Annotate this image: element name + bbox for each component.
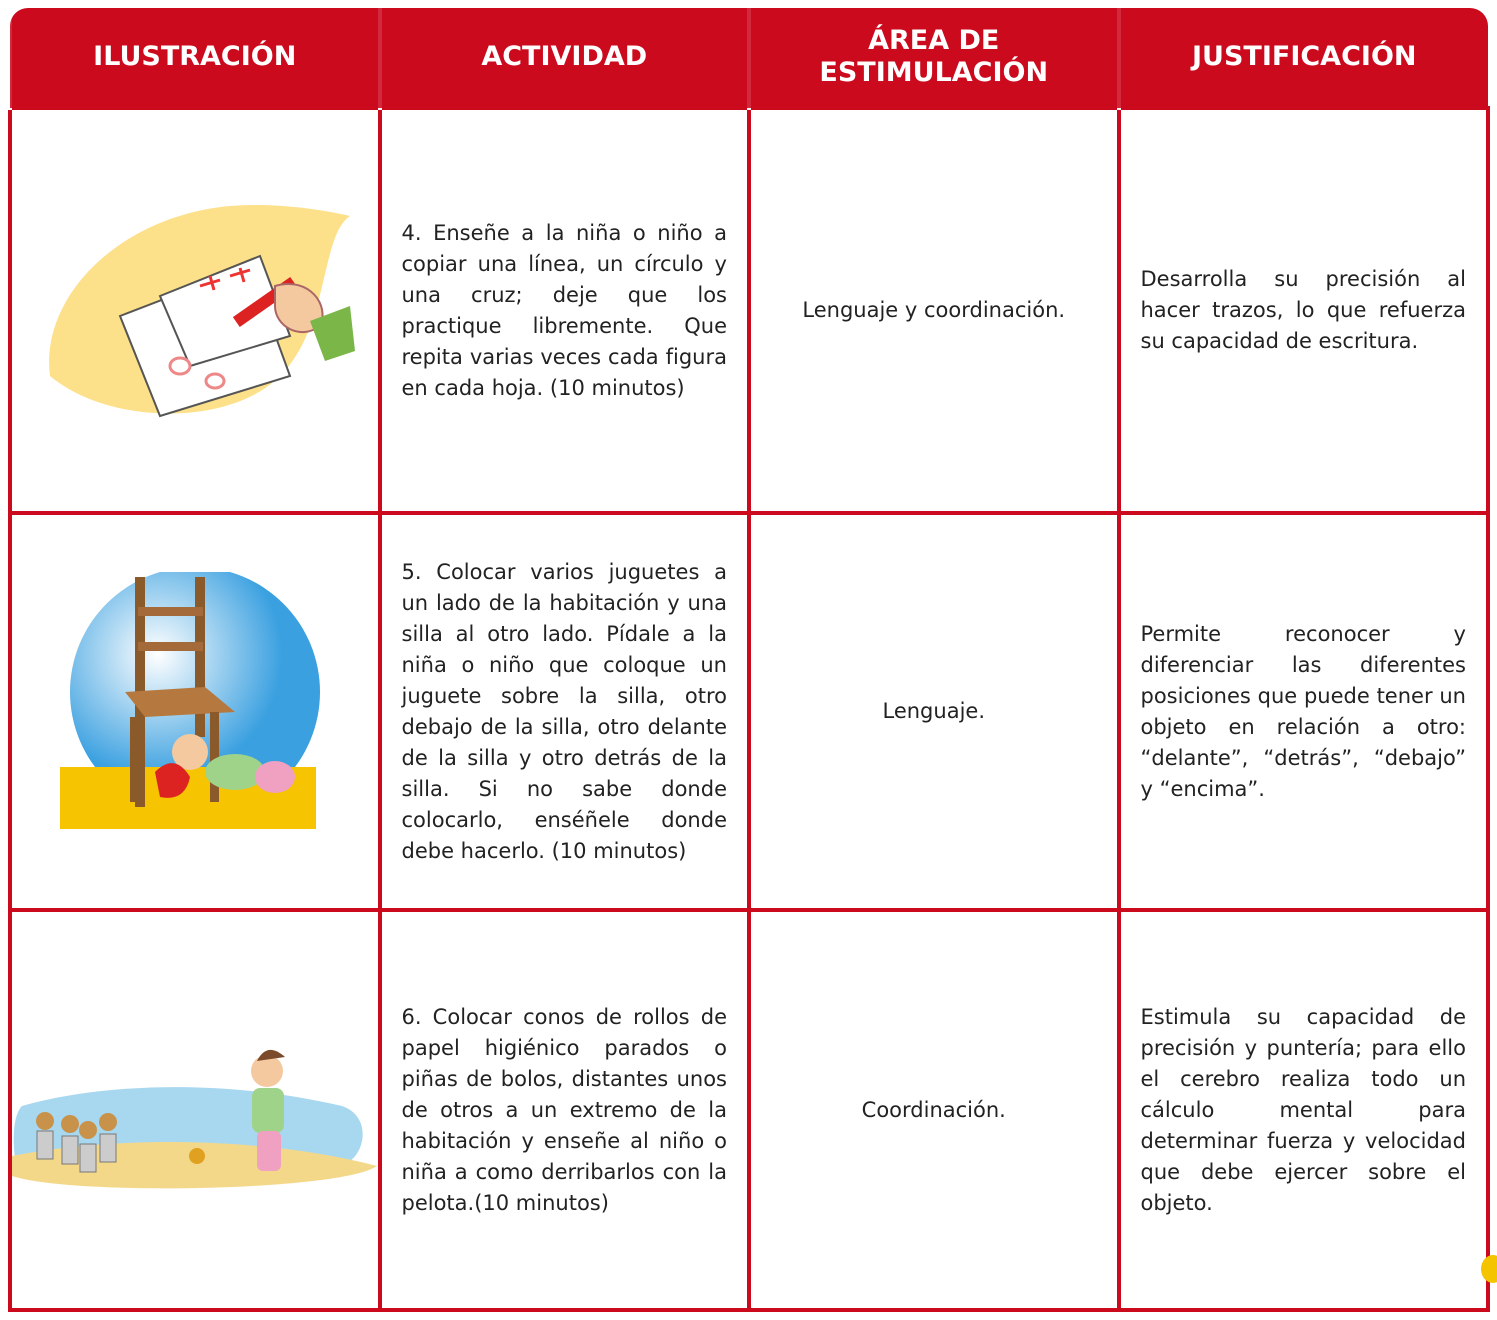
header-cell: ILUSTRACIÓN	[8, 8, 380, 108]
justification-cell: Permite reconocer y diferenciar las dife…	[1116, 511, 1490, 912]
illustration-cell	[8, 908, 382, 1312]
row: 4. Enseñe a la niña o niño a copiar una …	[8, 106, 1490, 515]
illustration-cell	[8, 106, 382, 515]
area-cell: Lenguaje.	[747, 511, 1121, 912]
illustration-drawing	[12, 1049, 377, 1188]
header-cell: JUSTIFICACIÓN	[1116, 8, 1488, 108]
activity-cell: 6. Colocar conos de rollos de papel higi…	[377, 908, 751, 1312]
header-cell: ÁREA DE ESTIMULACIÓN	[747, 8, 1119, 108]
activity-cell: 4. Enseñe a la niña o niño a copiar una …	[377, 106, 751, 515]
activity-table: ILUSTRACIÓN ACTIVIDAD ÁREA DE ESTIMULACI…	[8, 8, 1490, 1312]
area-cell: Coordinación.	[747, 908, 1121, 1312]
illustration-drawing	[48, 204, 355, 418]
header-cell: ACTIVIDAD	[377, 8, 749, 108]
area-cell: Lenguaje y coordinación.	[747, 106, 1121, 515]
illustration-drawing	[59, 567, 320, 829]
row: 5. Colocar varios juguetes a un lado de …	[8, 511, 1490, 912]
page-marker	[1481, 1255, 1497, 1283]
header-row: ILUSTRACIÓN ACTIVIDAD ÁREA DE ESTIMULACI…	[8, 8, 1488, 108]
justification-cell: Estimula su capacidad de precisión y pun…	[1116, 908, 1490, 1312]
row: 6. Colocar conos de rollos de papel higi…	[8, 908, 1490, 1312]
justification-cell: Desarrolla su precisión al hacer trazos,…	[1116, 106, 1490, 515]
activity-cell: 5. Colocar varios juguetes a un lado de …	[377, 511, 751, 912]
illustration-cell	[8, 511, 382, 912]
